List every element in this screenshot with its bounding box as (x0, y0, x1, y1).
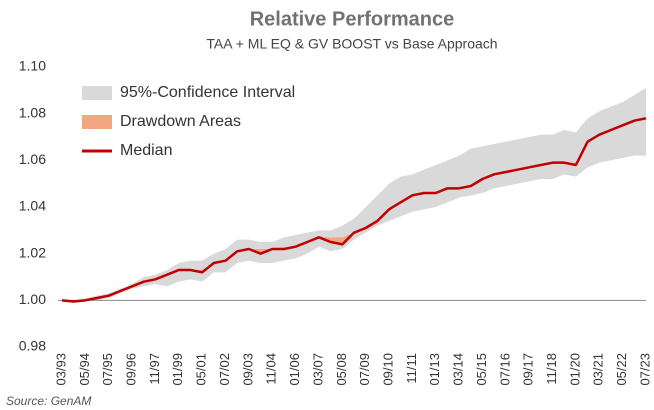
legend-label: Median (120, 142, 172, 159)
x-tick-label: 01/99 (170, 353, 185, 386)
source: Source: GenAM (6, 394, 91, 408)
x-tick-label: 03/07 (310, 353, 325, 386)
x-tick-label: 05/22 (614, 353, 629, 386)
y-tick-label: 1.04 (19, 198, 46, 214)
y-tick-label: 1.02 (19, 244, 46, 260)
y-tick-label: 0.98 (19, 338, 46, 354)
x-tick-label: 03/21 (591, 353, 606, 386)
legend-label: 95%-Confidence Interval (120, 84, 295, 101)
x-tick-label: 11/11 (404, 353, 419, 384)
x-tick-label: 07/23 (637, 353, 652, 386)
x-tick-label: 01/20 (567, 353, 582, 386)
x-tick-label: 03/14 (451, 353, 466, 386)
x-tick-label: 07/02 (217, 353, 232, 386)
x-tick-label: 01/06 (287, 353, 302, 386)
x-tick-label: 09/10 (380, 353, 395, 386)
chart-subtitle: TAA + ML EQ & GV BOOST vs Base Approach (206, 36, 497, 52)
x-tick-label: 05/94 (77, 353, 92, 386)
legend-label: Drawdown Areas (120, 113, 241, 130)
x-tick-label: 11/04 (264, 353, 279, 385)
x-tick-label: 07/16 (497, 353, 512, 386)
y-tick-label: 1.00 (19, 291, 46, 307)
y-tick-label: 1.10 (19, 58, 46, 74)
legend-swatch (82, 86, 112, 100)
x-tick-label: 09/03 (240, 353, 255, 386)
x-tick-label: 05/08 (334, 353, 349, 386)
x-tick-label: 11/97 (147, 353, 162, 385)
median-line (61, 117, 647, 303)
x-tick-label: 05/01 (194, 353, 209, 386)
chart-title: Relative Performance (250, 8, 455, 30)
x-tick-label: 09/96 (124, 353, 139, 386)
x-tick-label: 07/95 (100, 353, 115, 386)
x-tick-label: 05/15 (474, 353, 489, 386)
x-tick-label: 07/09 (357, 353, 372, 386)
legend-swatch (82, 115, 112, 129)
x-tick-label: 03/93 (53, 353, 68, 386)
x-tick-label: 01/13 (427, 353, 442, 386)
y-tick-label: 1.08 (19, 104, 46, 120)
x-tick-label: 11/18 (544, 353, 559, 385)
y-tick-label: 1.06 (19, 151, 46, 167)
x-tick-label: 09/17 (521, 353, 536, 386)
